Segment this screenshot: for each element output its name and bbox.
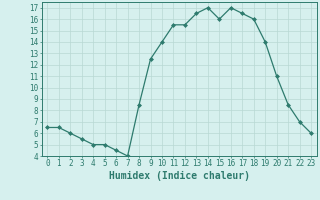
X-axis label: Humidex (Indice chaleur): Humidex (Indice chaleur): [109, 171, 250, 181]
